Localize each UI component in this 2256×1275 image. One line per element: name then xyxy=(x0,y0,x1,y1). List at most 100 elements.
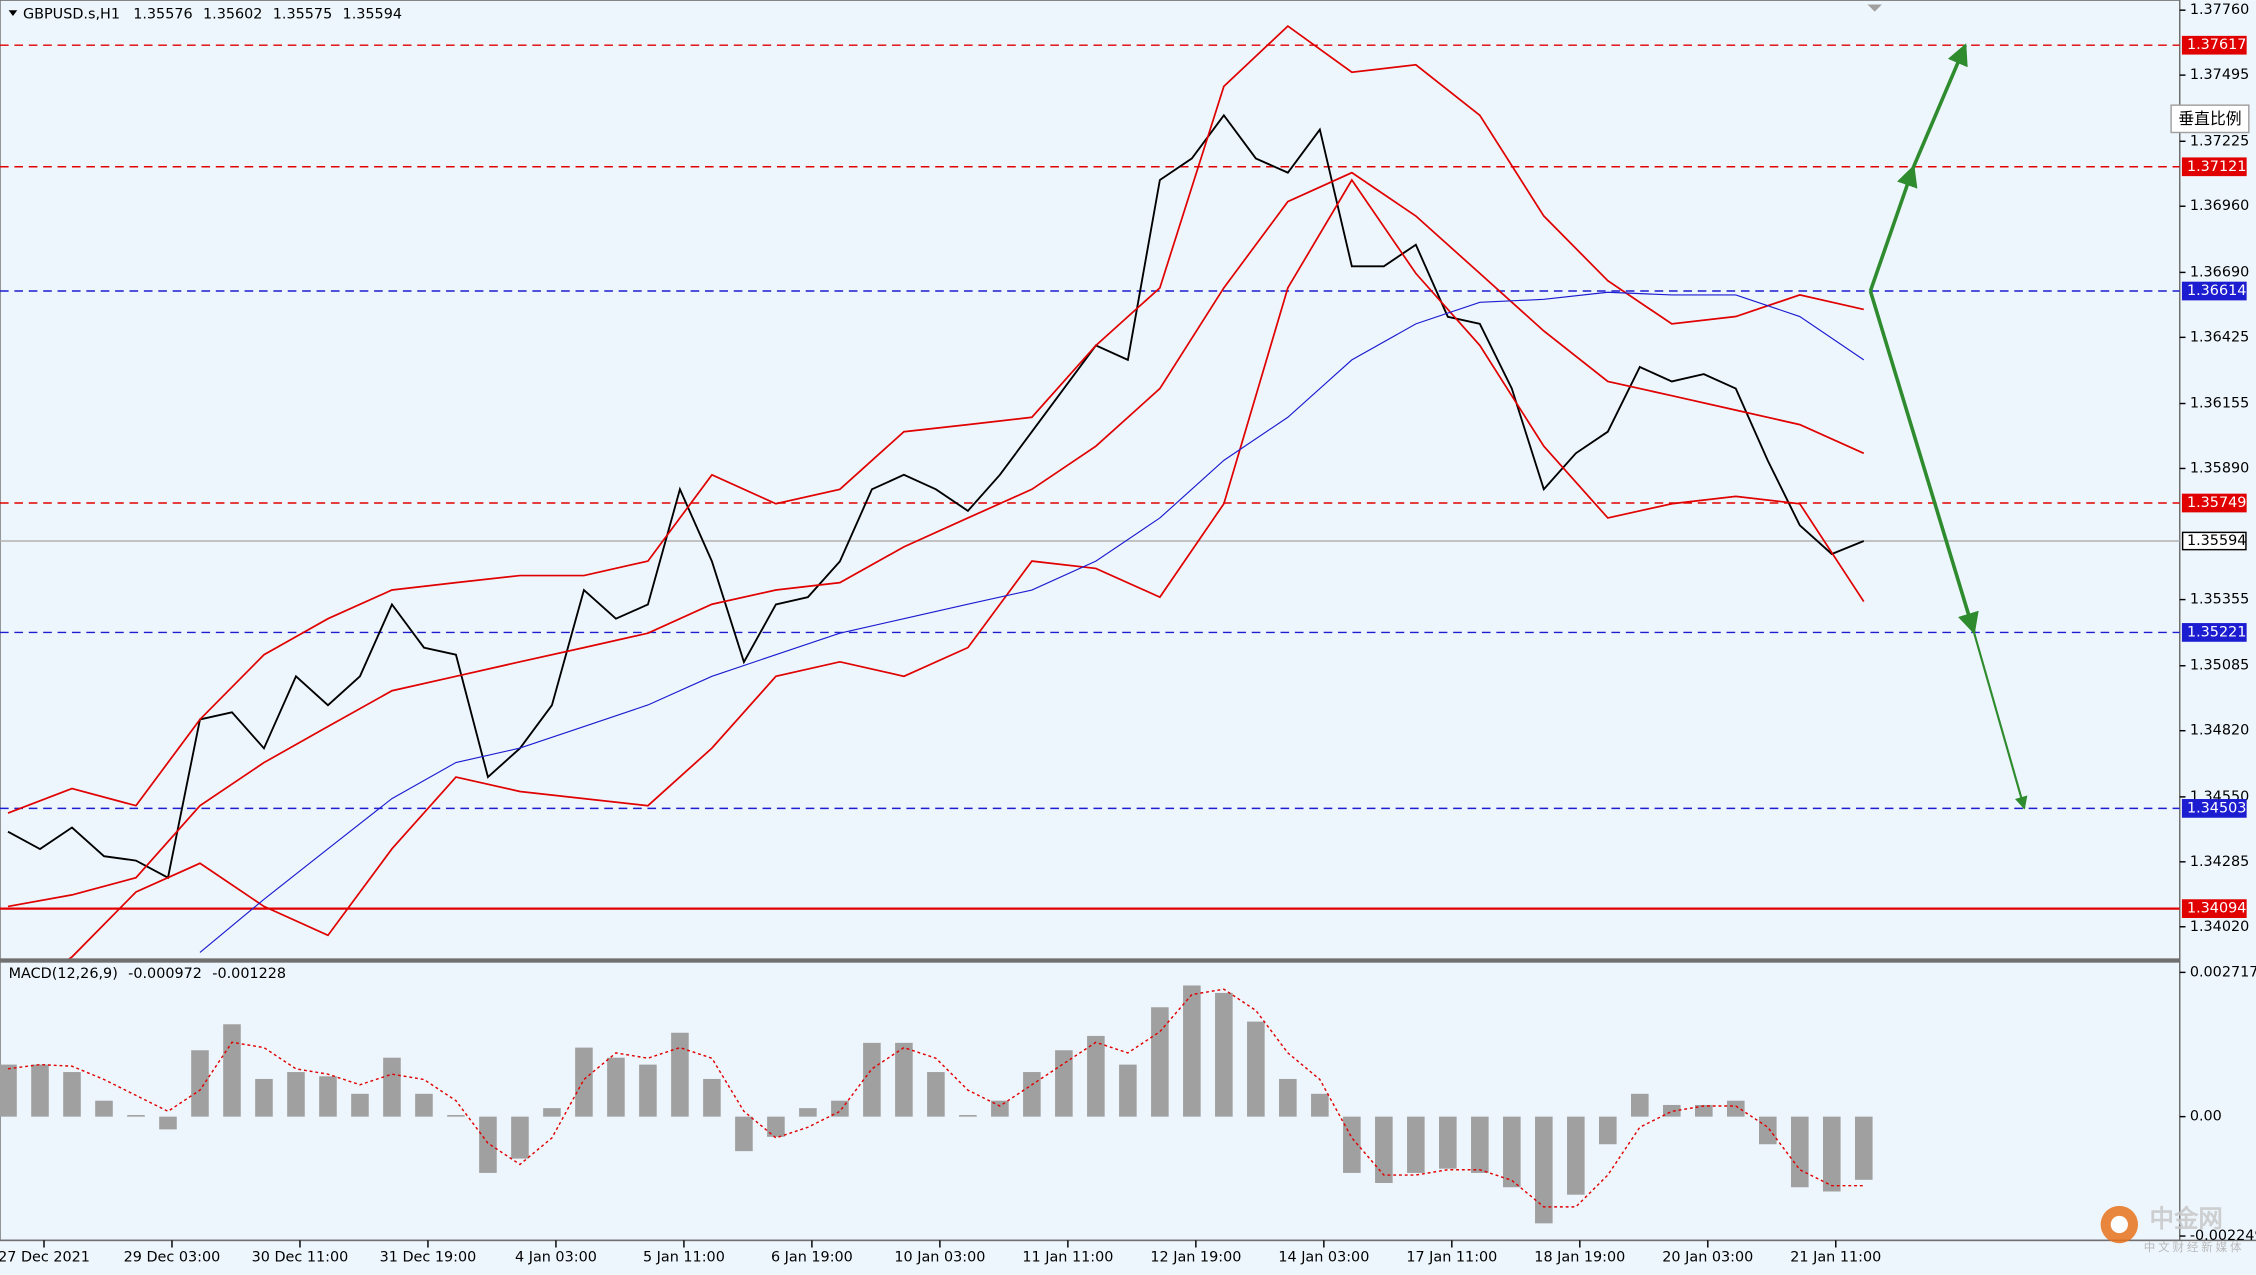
projection-up xyxy=(1868,164,1918,292)
y-tick-label: 1.36425 xyxy=(2190,329,2249,345)
signal-line xyxy=(7,988,1864,1208)
macd-bar xyxy=(607,1057,625,1117)
level-label: 1.35594 xyxy=(2187,533,2246,549)
menu-triangle[interactable] xyxy=(8,10,18,16)
macd-bar xyxy=(223,1024,241,1117)
macd-bar xyxy=(543,1108,561,1117)
macd-bar xyxy=(1279,1078,1297,1117)
indicator-line xyxy=(7,24,1864,814)
x-tick-label: 14 Jan 03:00 xyxy=(1278,1250,1369,1266)
y-tick-label: 0.00 xyxy=(2190,1109,2222,1125)
scale-button[interactable]: 垂直比例 xyxy=(2170,104,2250,134)
macd-bar xyxy=(63,1072,81,1117)
main-panel xyxy=(0,24,2180,959)
macd-bar xyxy=(671,1032,689,1117)
macd-bar xyxy=(863,1042,881,1117)
macd-bar xyxy=(159,1116,177,1130)
level-label: 1.35749 xyxy=(2187,495,2246,511)
x-tick-label: 31 Dec 19:00 xyxy=(380,1250,477,1266)
watermark-text: 中金网 xyxy=(2150,1204,2223,1233)
macd-bar xyxy=(1247,1021,1265,1117)
macd-bar xyxy=(1439,1116,1457,1169)
macd-bar xyxy=(287,1072,305,1117)
macd-bar xyxy=(511,1116,529,1159)
level-label-box xyxy=(2181,899,2247,918)
macd-bar xyxy=(799,1108,817,1117)
macd-bar xyxy=(1375,1116,1393,1184)
macd-bar xyxy=(31,1064,49,1117)
macd-bar xyxy=(927,1072,945,1117)
macd-bar xyxy=(255,1078,273,1117)
level-label: 1.36614 xyxy=(2187,283,2246,299)
macd-bar xyxy=(1055,1050,1073,1117)
y-tick-label: 1.34020 xyxy=(2190,919,2249,935)
x-tick-label: 10 Jan 03:00 xyxy=(894,1250,985,1266)
y-tick-label: 1.35890 xyxy=(2190,460,2249,476)
x-tick-label: 12 Jan 19:00 xyxy=(1150,1250,1241,1266)
macd-bar xyxy=(1663,1104,1681,1117)
level-label-box xyxy=(2181,799,2247,818)
macd-bar xyxy=(1695,1104,1713,1117)
x-tick-label: 6 Jan 19:00 xyxy=(771,1250,853,1266)
ohlc-close: 1.35594 xyxy=(343,7,402,23)
macd-bar xyxy=(1087,1035,1105,1117)
scroll-marker[interactable] xyxy=(1867,4,1882,12)
y-tick-label: 1.35355 xyxy=(2190,592,2249,608)
macd-bar xyxy=(319,1076,337,1117)
macd-header: MACD(12,26,9) -0.000972 -0.001228 xyxy=(9,966,286,982)
macd-bar xyxy=(415,1093,433,1117)
x-tick-label: 30 Dec 11:00 xyxy=(252,1250,349,1266)
projection-up xyxy=(1911,43,1968,168)
projection-down xyxy=(1972,632,2028,810)
macd-bar xyxy=(639,1064,657,1117)
symbol-title: GBPUSD.s,H1 xyxy=(23,7,120,23)
panel-separator xyxy=(0,958,2180,963)
price-line xyxy=(7,113,1865,880)
macd-bar xyxy=(479,1116,497,1173)
macd-bar xyxy=(95,1100,113,1117)
indicator-line xyxy=(7,171,1865,908)
indicator-line xyxy=(199,291,1865,953)
y-tick-label: 1.34820 xyxy=(2190,723,2249,739)
level-label: 1.34094 xyxy=(2187,901,2246,917)
ohlc-low: 1.35575 xyxy=(273,7,332,23)
macd-bar xyxy=(1471,1116,1489,1173)
macd-bar xyxy=(1535,1116,1553,1224)
macd-bar xyxy=(1407,1116,1425,1173)
y-tick-label: 0.002717 xyxy=(2190,964,2256,980)
macd-bar xyxy=(1503,1116,1521,1188)
level-label-box xyxy=(2181,157,2247,177)
x-tick-label: 18 Jan 19:00 xyxy=(1534,1250,1625,1266)
projection-down xyxy=(1868,290,1979,635)
x-tick-label: 21 Jan 11:00 xyxy=(1790,1250,1881,1266)
macd-bar xyxy=(351,1093,369,1117)
watermark: 中金网 中文财经新媒体 xyxy=(2100,1204,2245,1254)
level-label-box xyxy=(2181,623,2247,642)
macd-bar xyxy=(1599,1116,1617,1145)
level-label: 1.37121 xyxy=(2187,159,2246,175)
scale-button-label[interactable]: 垂直比例 xyxy=(2178,109,2241,128)
macd-bar xyxy=(1758,1116,1777,1145)
indicator-line xyxy=(68,178,1865,959)
level-label-box xyxy=(2181,281,2247,301)
macd-bar xyxy=(1790,1116,1809,1188)
macd-bar xyxy=(1726,1100,1745,1117)
x-tick-label: 27 Dec 2021 xyxy=(0,1250,90,1266)
watermark-subtext: 中文财经新媒体 xyxy=(2144,1240,2245,1254)
macd-bar xyxy=(703,1078,721,1117)
y-tick-label: 1.37760 xyxy=(2190,2,2249,18)
macd-bar xyxy=(1854,1116,1873,1180)
y-tick-label: -0.002249 xyxy=(2190,1228,2256,1244)
x-tick-label: 11 Jan 11:00 xyxy=(1022,1250,1113,1266)
macd-bar xyxy=(1631,1093,1649,1117)
y-tick-label: 1.34285 xyxy=(2190,854,2249,870)
macd-title: MACD(12,26,9) xyxy=(9,966,118,982)
x-tick-label: 29 Dec 03:00 xyxy=(124,1250,221,1266)
macd-bar xyxy=(383,1057,401,1117)
scale-button-box[interactable] xyxy=(2170,104,2250,134)
macd-bar xyxy=(1151,1007,1169,1117)
level-label-box xyxy=(2181,35,2247,55)
